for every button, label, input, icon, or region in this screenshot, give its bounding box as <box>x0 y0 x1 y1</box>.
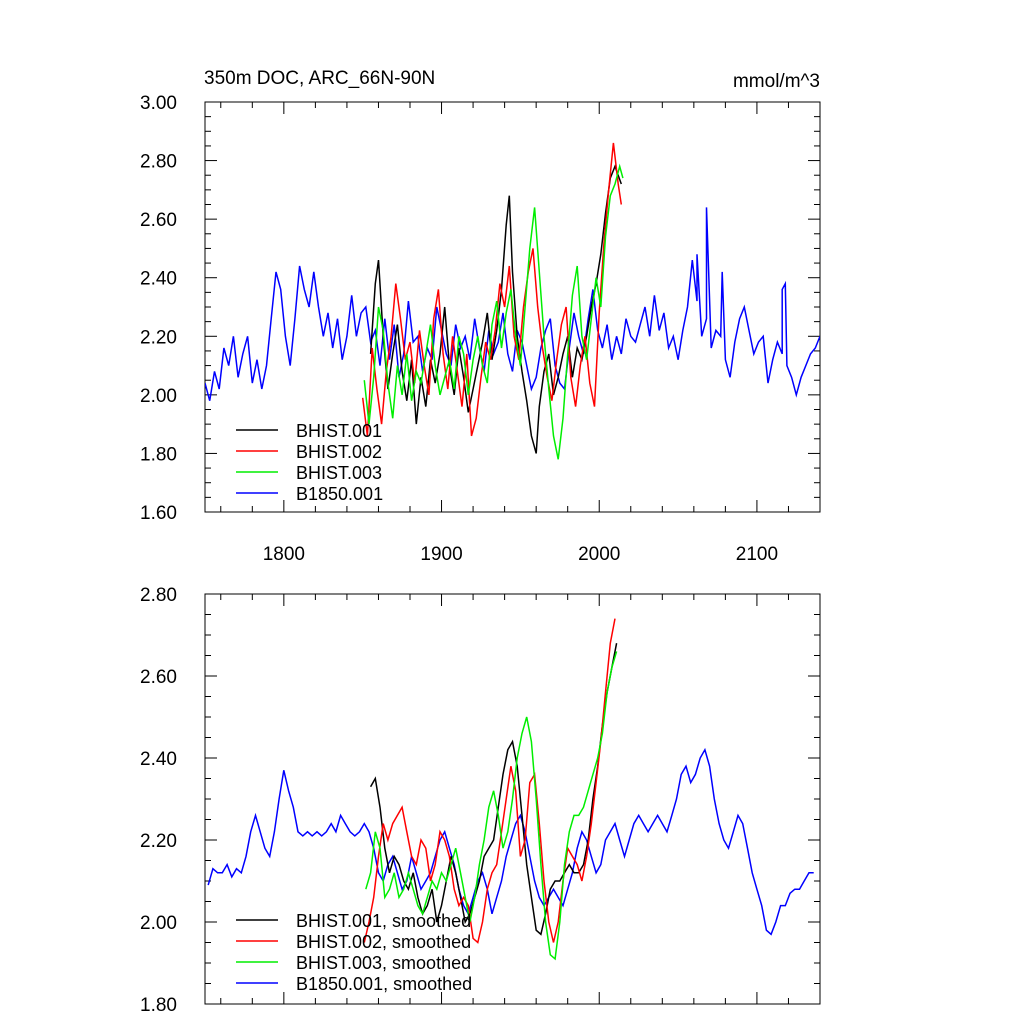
y-tick-label: 3.00 <box>140 93 177 114</box>
y-tick-label: 2.40 <box>140 749 177 770</box>
bottom-panel: 1.80 2.00 2.20 2.40 2.60 2.80 BHIST.001, smoot… <box>140 585 821 1016</box>
series-line <box>205 207 820 401</box>
y-tick-label: 1.80 <box>140 995 177 1016</box>
x-tick-label: 1900 <box>420 544 462 565</box>
legend-label: BHIST.002, smoothed <box>296 932 471 952</box>
series-line <box>363 163 624 460</box>
series-line <box>369 643 618 936</box>
legend-label: BHIST.001 <box>296 421 382 441</box>
y-tick-label: 2.80 <box>140 585 177 606</box>
units-label: mmol/m^3 <box>733 71 820 92</box>
chart-title: 350m DOC, ARC_66N-90N <box>204 68 435 89</box>
legend-label: BHIST.003 <box>296 463 382 483</box>
y-tick-label: 2.80 <box>140 152 177 173</box>
y-tick-label: 2.20 <box>140 327 177 348</box>
legend-label: BHIST.001, smoothed <box>296 911 471 931</box>
x-tick-label: 1800 <box>263 544 305 565</box>
series-line <box>363 618 616 944</box>
legend-label: BHIST.003, smoothed <box>296 953 471 973</box>
legend-label: B1850.001, smoothed <box>296 974 472 994</box>
x-tick-label: 2100 <box>736 544 778 565</box>
y-tick-label: 2.60 <box>140 667 177 688</box>
legend-label: BHIST.002 <box>296 442 382 462</box>
series-line <box>365 651 618 961</box>
x-tick-label: 2000 <box>578 544 620 565</box>
y-tick-label: 2.20 <box>140 831 177 852</box>
y-tick-label: 2.00 <box>140 913 177 934</box>
legend-label: B1850.001 <box>296 484 383 504</box>
y-tick-label: 2.60 <box>140 210 177 231</box>
series-line <box>207 747 814 936</box>
top-panel: 1800 1900 2000 2100 1.60 1.80 2.00 2.20 2.40 2.60… <box>140 93 821 565</box>
y-tick-label: 1.80 <box>140 444 177 465</box>
y-tick-label: 2.40 <box>140 269 177 290</box>
y-tick-label: 1.60 <box>140 503 177 524</box>
y-tick-label: 2.00 <box>140 386 177 407</box>
